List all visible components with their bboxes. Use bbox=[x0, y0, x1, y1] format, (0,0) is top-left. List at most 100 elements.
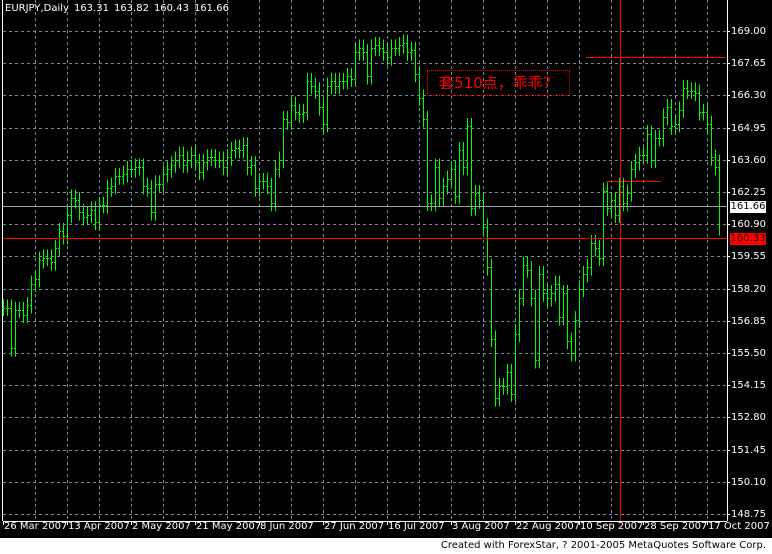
ohlc-bar bbox=[302, 103, 305, 123]
ohlc-bar bbox=[166, 160, 169, 183]
ohlc-bar bbox=[534, 289, 537, 369]
text-annotation[interactable]: 套510点，乖乖？ bbox=[427, 70, 570, 96]
ohlc-bar bbox=[334, 72, 337, 95]
ohlc-bar bbox=[634, 153, 637, 178]
ohlc-bar bbox=[546, 285, 549, 307]
ohlc-bar bbox=[202, 153, 205, 181]
ohlc-bar bbox=[410, 41, 413, 61]
ohlc-bar bbox=[642, 146, 645, 164]
ohlc-bar bbox=[38, 251, 41, 288]
ohlc-bar bbox=[270, 177, 273, 212]
ohlc-bar bbox=[374, 36, 377, 57]
ohlc-bar bbox=[614, 192, 617, 224]
ohlc-bar bbox=[158, 175, 161, 192]
ohlc-bar bbox=[310, 72, 313, 95]
ohlc-bar bbox=[130, 160, 133, 178]
price-axis-label: 159.55 bbox=[731, 250, 766, 262]
ohlc-bar bbox=[714, 149, 717, 176]
ohlc-bar bbox=[542, 265, 545, 302]
ohlc-bar bbox=[438, 158, 441, 207]
ohlc-bar bbox=[34, 270, 37, 293]
ohlc-bar bbox=[574, 311, 577, 362]
time-axis-label: 13 Apr 2007 bbox=[68, 521, 130, 532]
ohlc-bar bbox=[174, 151, 177, 173]
ohlc-bar bbox=[42, 249, 45, 269]
ohlc-bar bbox=[562, 285, 565, 326]
ohlc-bar bbox=[254, 156, 257, 197]
price-chart[interactable]: EURJPY,Daily 163.31 163.82 160.43 161.66 套51… bbox=[0, 0, 772, 538]
ohlc-bar bbox=[718, 154, 721, 236]
price-axis-label: 169.00 bbox=[731, 25, 766, 37]
ohlc-bar bbox=[498, 378, 501, 407]
low-value: 160.43 bbox=[153, 3, 189, 14]
ohlc-bar bbox=[370, 39, 373, 85]
ohlc-bar bbox=[702, 103, 705, 121]
ohlc-bar bbox=[54, 239, 57, 271]
price-axis-label: 152.80 bbox=[731, 411, 766, 423]
ohlc-bar bbox=[378, 36, 381, 57]
ohlc-bar bbox=[62, 223, 65, 245]
time-axis-label: 16 Jul 2007 bbox=[388, 521, 445, 532]
time-axis-label: 8 Jun 2007 bbox=[260, 521, 314, 532]
ohlc-bar bbox=[102, 196, 105, 214]
footer-credit: Created with ForexStar, ? 2001-2005 Meta… bbox=[440, 540, 766, 551]
time-axis-label: 10 Sep 2007 bbox=[580, 521, 644, 532]
ohlc-bar bbox=[382, 39, 385, 61]
ohlc-bar bbox=[282, 110, 285, 169]
ohlc-bar bbox=[606, 182, 609, 216]
ohlc-bar bbox=[638, 146, 641, 171]
ohlc-bar bbox=[122, 165, 125, 185]
time-axis-label: 2 May 2007 bbox=[132, 521, 191, 532]
ohlc-bar bbox=[26, 296, 29, 324]
ohlc-bar bbox=[602, 182, 605, 266]
ohlc-bar bbox=[578, 280, 581, 328]
ohlc-bar bbox=[262, 172, 265, 190]
ohlc-bar bbox=[178, 146, 181, 169]
ohlc-bar bbox=[218, 151, 221, 169]
ohlc-bar bbox=[402, 34, 405, 54]
ohlc-bar bbox=[314, 77, 317, 99]
ohlc-bar bbox=[354, 44, 357, 88]
ohlc-bar bbox=[98, 196, 101, 231]
ohlc-bar bbox=[466, 118, 469, 176]
ohlc-bar bbox=[538, 265, 541, 369]
time-axis-label: 22 Aug 2007 bbox=[516, 521, 581, 532]
ohlc-bar bbox=[126, 160, 129, 183]
ohlc-bar bbox=[278, 151, 281, 178]
ohlc-bar bbox=[182, 146, 185, 173]
ohlc-bar bbox=[482, 192, 485, 235]
ohlc-bar bbox=[426, 110, 429, 212]
ohlc-bar bbox=[362, 39, 365, 61]
ohlc-bar bbox=[454, 160, 457, 204]
ohlc-bar bbox=[398, 36, 401, 57]
ohlc-bar bbox=[210, 149, 213, 166]
ohlc-bar bbox=[526, 256, 529, 278]
ohlc-bar bbox=[338, 72, 341, 95]
ohlc-bar bbox=[322, 98, 325, 133]
ohlc-bar bbox=[90, 201, 93, 224]
ohlc-bar bbox=[106, 180, 109, 214]
price-axis-label: 167.65 bbox=[731, 57, 766, 69]
ohlc-bar bbox=[10, 299, 13, 357]
ohlc-bar bbox=[674, 115, 677, 135]
ohlc-bar bbox=[234, 139, 237, 159]
price-axis-label: 151.45 bbox=[731, 444, 766, 456]
ohlc-bar bbox=[222, 151, 225, 176]
time-axis-label: 26 Mar 2007 bbox=[4, 521, 68, 532]
ohlc-bar bbox=[690, 82, 693, 99]
price-axis-label: 162.25 bbox=[731, 186, 766, 198]
ohlc-bar bbox=[58, 223, 61, 257]
ohlc-bar bbox=[618, 177, 621, 224]
price-axis-label: 154.15 bbox=[731, 379, 766, 391]
ohlc-bar bbox=[238, 139, 241, 159]
chart-canvas[interactable] bbox=[0, 0, 772, 538]
ohlc-bar bbox=[510, 363, 513, 402]
time-axis-label: 3 Aug 2007 bbox=[452, 521, 510, 532]
ohlc-bar bbox=[298, 103, 301, 123]
time-axis-label: 17 Oct 2007 bbox=[708, 521, 770, 532]
price-line-label: 160.33 bbox=[730, 232, 766, 245]
price-axis-label: 155.50 bbox=[731, 347, 766, 359]
ohlc-bar bbox=[326, 77, 329, 133]
ohlc-bar bbox=[502, 378, 505, 395]
ohlc-bar bbox=[462, 141, 465, 176]
